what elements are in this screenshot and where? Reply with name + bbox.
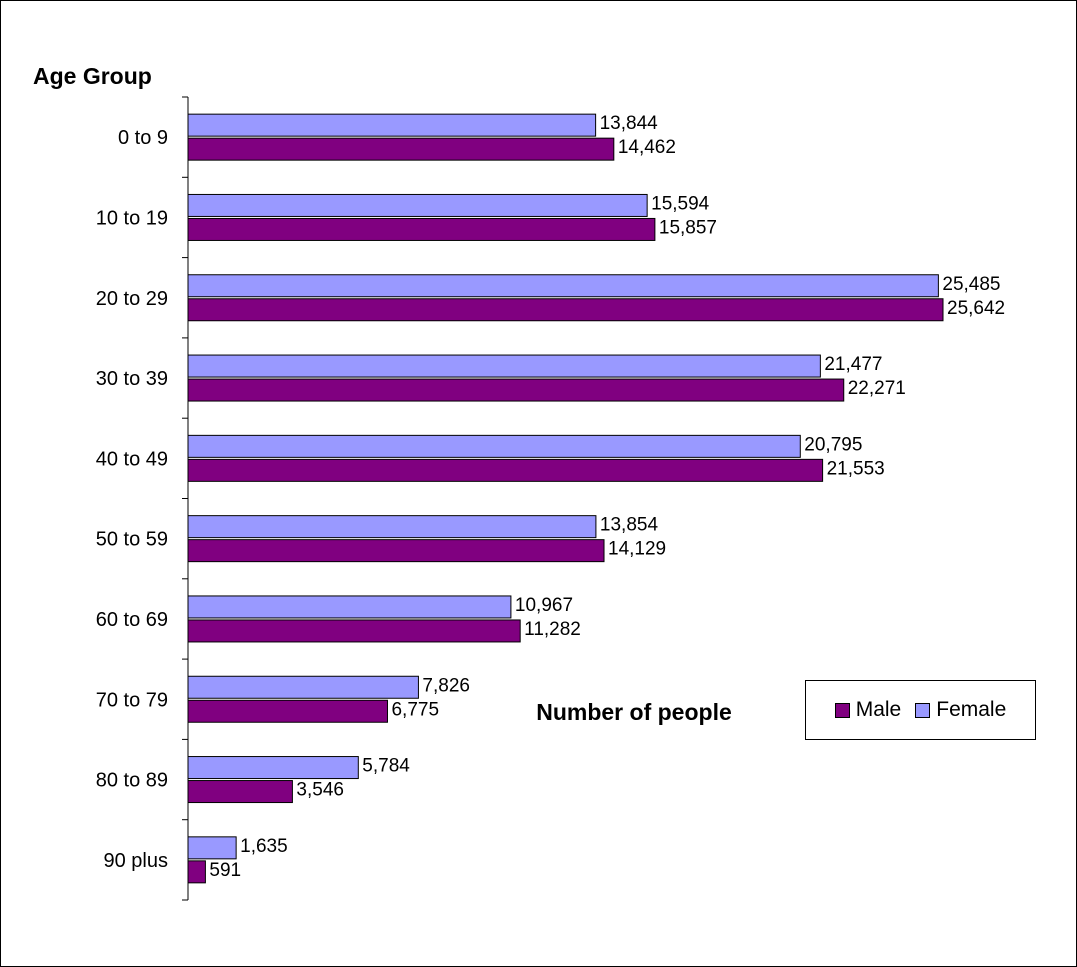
legend: Male Female [805, 680, 1036, 740]
category-label: 70 to 79 [96, 689, 168, 711]
category-label: 10 to 19 [96, 207, 168, 229]
data-label-female: 10,967 [515, 595, 573, 616]
bar-female [187, 515, 597, 539]
legend-swatch-female [915, 702, 931, 718]
bar-female [187, 836, 237, 860]
x-axis-title: Number of people [536, 699, 732, 725]
data-label-male: 14,462 [618, 137, 676, 158]
bar-male [187, 217, 656, 241]
legend-label-female: Female [936, 698, 1007, 721]
category-label: 0 to 9 [118, 127, 168, 149]
data-label-female: 13,844 [600, 113, 659, 134]
data-label-female: 7,826 [422, 675, 470, 696]
data-label-female: 25,485 [942, 274, 1000, 295]
bar-male [187, 780, 293, 804]
bar-male [187, 539, 605, 563]
bar-female [187, 113, 597, 137]
data-label-female: 21,477 [824, 354, 882, 375]
bar-female [187, 354, 821, 378]
category-label: 50 to 59 [96, 529, 168, 551]
data-label-male: 21,553 [827, 458, 885, 479]
data-label-male: 3,546 [296, 780, 344, 801]
category-label: 90 plus [104, 850, 169, 872]
data-label-male: 22,271 [848, 378, 906, 399]
bar-female [187, 595, 512, 619]
bar-male [187, 699, 388, 723]
bar-male [187, 458, 824, 482]
legend-label-male: Male [855, 698, 902, 721]
bar-male [187, 378, 845, 402]
bar-female [187, 193, 648, 217]
data-label-female: 20,795 [804, 434, 862, 455]
legend-item-male: Male [834, 698, 902, 722]
bar-male [187, 860, 206, 884]
data-label-male: 591 [209, 860, 241, 881]
bar-male [187, 137, 615, 161]
data-label-male: 15,857 [659, 217, 717, 238]
data-label-female: 15,594 [651, 193, 710, 214]
bar-female [187, 434, 801, 458]
bar-female [187, 675, 419, 699]
category-label: 60 to 69 [96, 609, 168, 631]
data-label-female: 13,854 [600, 515, 659, 536]
legend-swatch-male [834, 702, 850, 718]
bar-male [187, 298, 944, 322]
data-label-female: 1,635 [240, 836, 288, 857]
bar-male [187, 619, 521, 643]
data-label-female: 5,784 [362, 756, 410, 777]
category-label: 80 to 89 [96, 770, 168, 792]
category-label: 40 to 49 [96, 448, 168, 470]
category-label: 30 to 39 [96, 368, 168, 390]
data-label-male: 11,282 [524, 619, 581, 640]
y-axis-title: Age Group [33, 63, 152, 89]
data-label-male: 6,775 [391, 699, 439, 720]
data-label-male: 14,129 [608, 539, 666, 560]
legend-item-female: Female [915, 698, 1006, 722]
bar-female [187, 756, 359, 780]
plot-area: 0 to 9 13,844 14,462 10 to 19 15,594 15,857 20… [96, 96, 1005, 901]
data-label-male: 25,642 [947, 298, 1005, 319]
bar-female [187, 274, 939, 298]
category-label: 20 to 29 [96, 288, 168, 310]
